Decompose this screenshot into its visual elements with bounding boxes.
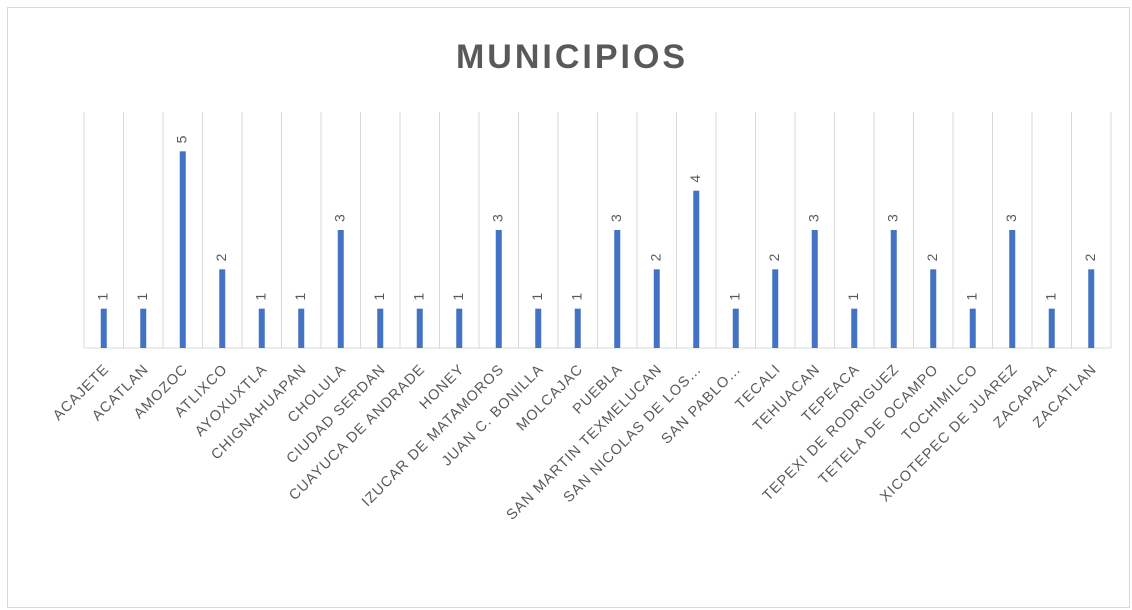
data-label: 1	[568, 293, 584, 301]
data-label: 5	[173, 135, 189, 143]
data-label: 2	[1082, 253, 1098, 261]
data-label: 4	[687, 175, 703, 183]
data-label: 2	[647, 253, 663, 261]
data-label: 3	[805, 214, 821, 222]
data-label: 3	[1003, 214, 1019, 222]
data-label: 3	[884, 214, 900, 222]
data-label: 2	[213, 253, 229, 261]
data-label: 2	[924, 253, 940, 261]
bar	[653, 269, 660, 348]
data-label: 1	[94, 293, 110, 301]
bar	[140, 308, 147, 348]
bar	[890, 230, 897, 348]
chart-border	[7, 7, 1130, 608]
data-label: 1	[845, 293, 861, 301]
bar	[258, 308, 265, 348]
data-label: 3	[489, 214, 505, 222]
bar	[969, 308, 976, 348]
data-label: 1	[726, 293, 742, 301]
bar	[851, 308, 858, 348]
bar	[732, 308, 739, 348]
bar	[574, 308, 581, 348]
bar	[298, 308, 305, 348]
data-label: 1	[963, 293, 979, 301]
data-label: 1	[1042, 293, 1058, 301]
bar	[1009, 230, 1016, 348]
data-label: 1	[252, 293, 268, 301]
data-label: 1	[410, 293, 426, 301]
data-label: 1	[529, 293, 545, 301]
data-label: 1	[292, 293, 308, 301]
bar	[614, 230, 621, 348]
bar	[772, 269, 779, 348]
bar	[456, 308, 463, 348]
bar	[100, 308, 107, 348]
bar	[535, 308, 542, 348]
data-label: 1	[134, 293, 150, 301]
data-label: 2	[766, 253, 782, 261]
bar	[1048, 308, 1055, 348]
bar	[930, 269, 937, 348]
bar	[1088, 269, 1095, 348]
data-label: 1	[371, 293, 387, 301]
bar	[416, 308, 423, 348]
bar	[337, 230, 344, 348]
bar	[693, 190, 700, 348]
data-label: 3	[608, 214, 624, 222]
bar	[377, 308, 384, 348]
chart-title: MUNICIPIOS	[456, 38, 688, 76]
bar	[179, 151, 186, 348]
bar	[495, 230, 502, 348]
bar	[811, 230, 818, 348]
bar	[219, 269, 226, 348]
data-label: 1	[450, 293, 466, 301]
data-label: 3	[331, 214, 347, 222]
